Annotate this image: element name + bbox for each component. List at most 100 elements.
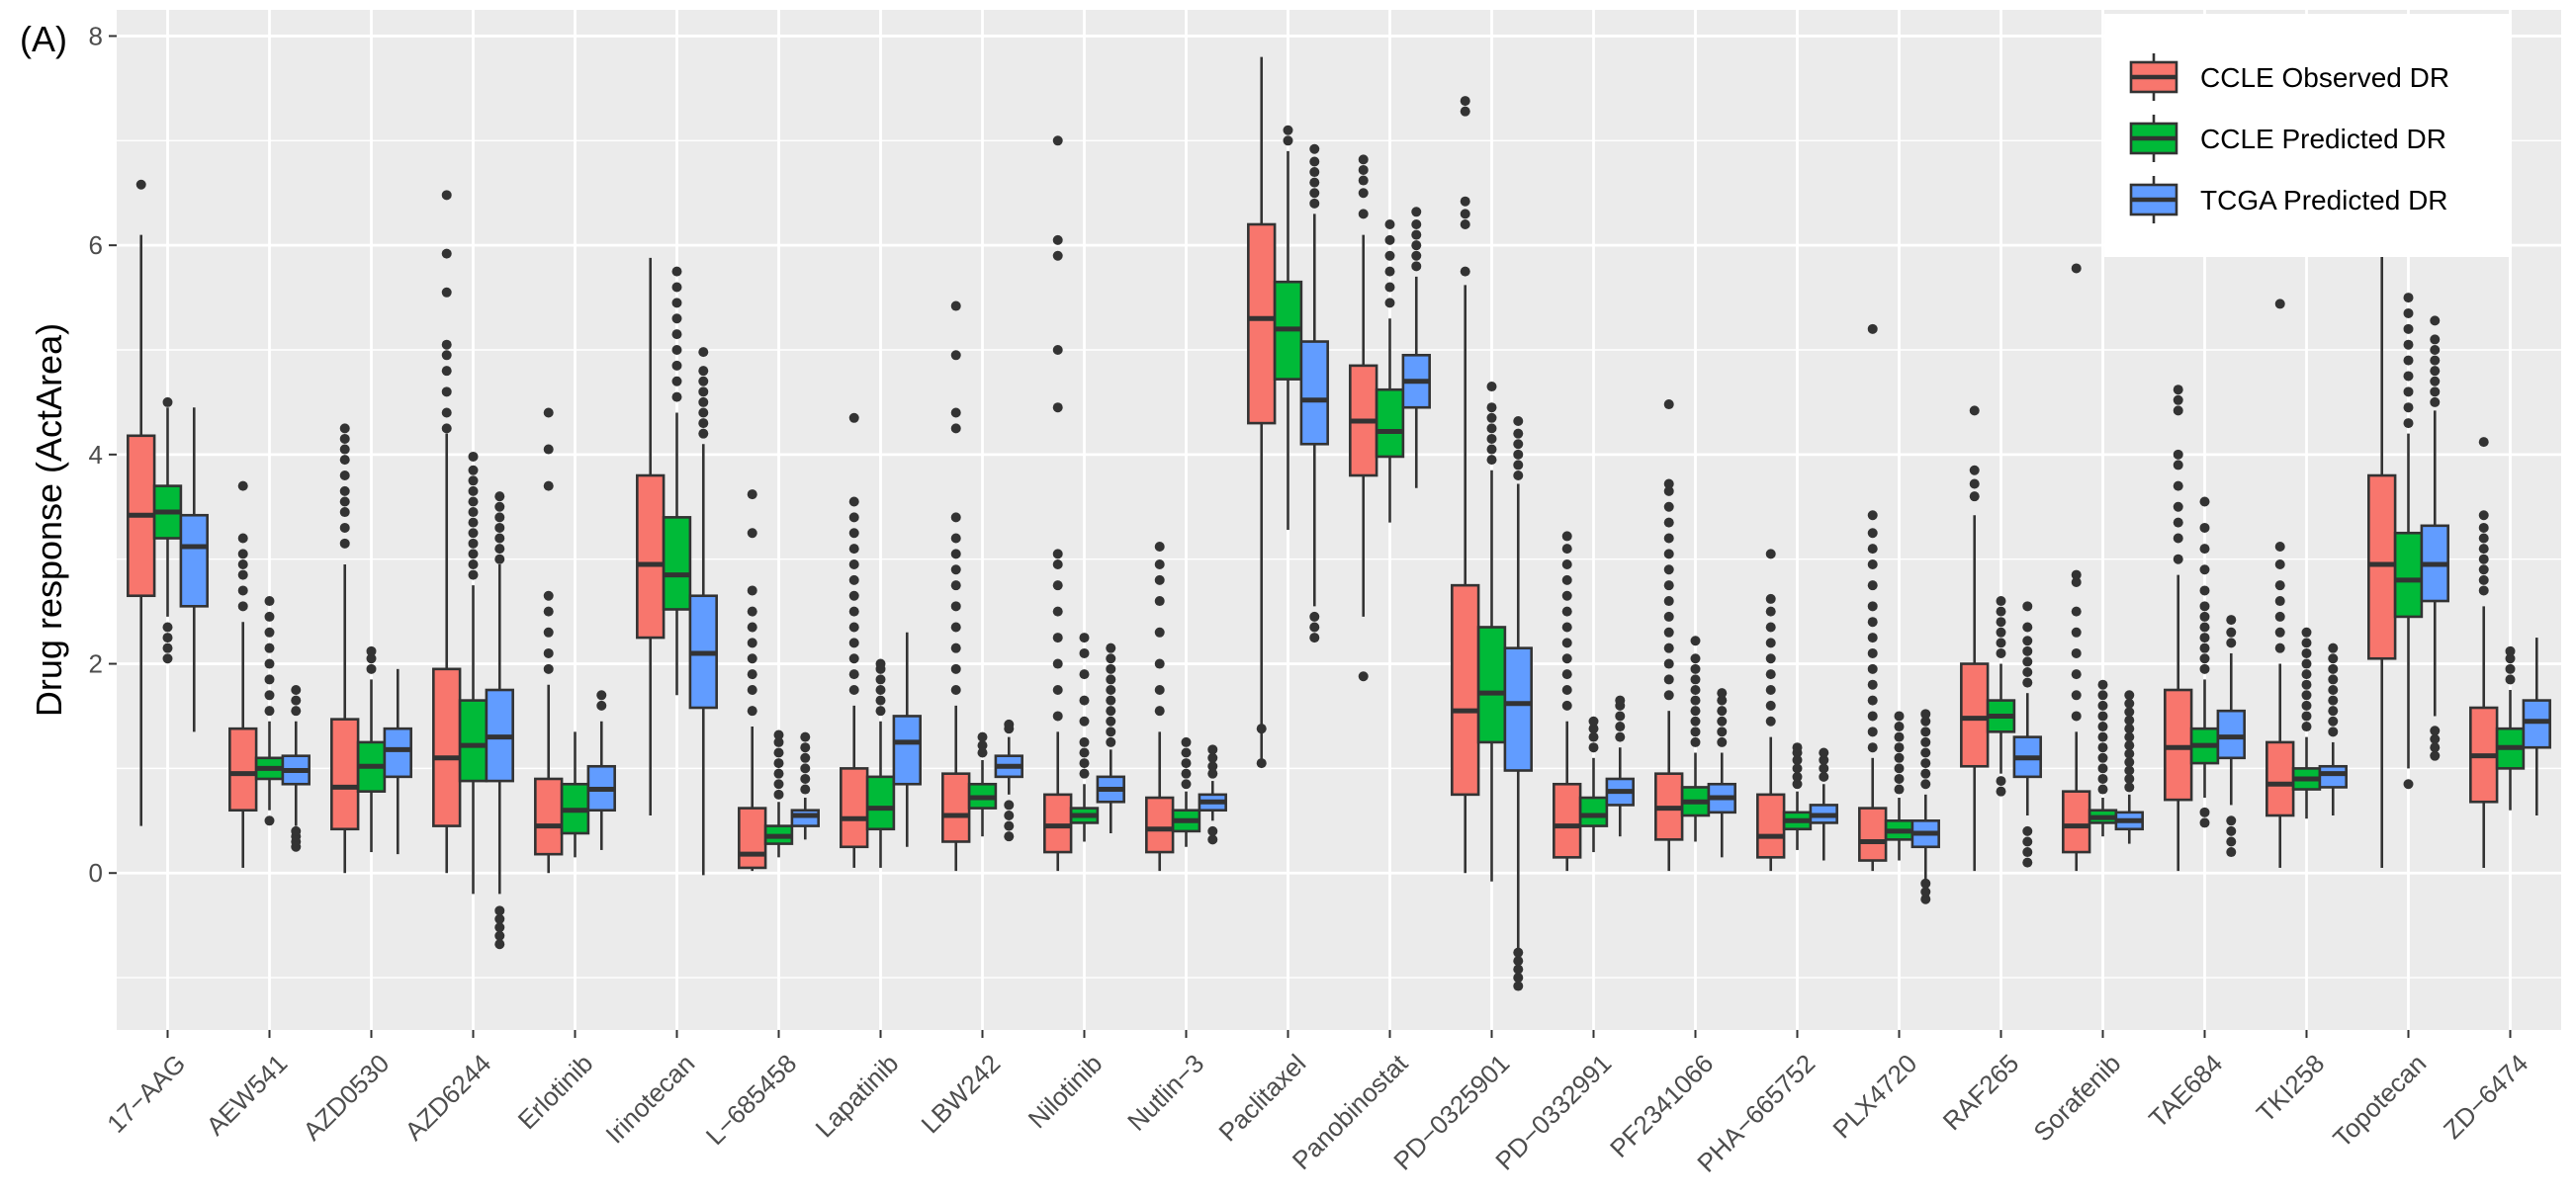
outlier-point [1309,156,1320,167]
outlier-point [747,489,757,500]
box-iqr [2367,473,2397,660]
outlier-point [1486,423,1497,434]
outlier-point [2403,307,2414,318]
outlier-point [1996,776,2006,787]
outlier-point [237,569,248,580]
outlier-point [1765,622,1776,633]
outlier-point [1717,727,1728,737]
outlier-point [366,653,377,664]
outlier-point [1052,558,1063,569]
outlier-point [1996,596,2006,607]
y-tick-label: 6 [89,230,103,260]
outlier-point [494,554,505,564]
outlier-point [1283,125,1293,135]
box [1553,531,1582,872]
outlier-point [2505,645,2516,656]
outlier-point [2097,711,2108,722]
outlier-point [2071,711,2082,722]
legend-label: TCGA Predicted DR [2200,185,2448,215]
outlier-point [2071,569,2082,580]
box-iqr [2522,699,2551,749]
outlier-point [1154,658,1165,669]
outlier-point [1920,878,1931,889]
outlier-point [875,695,886,706]
outlier-point [2124,690,2135,701]
outlier-point [1561,574,1572,585]
box [1707,688,1736,858]
outlier-point [773,779,784,790]
outlier-point [264,658,275,669]
outlier-point [2328,695,2339,706]
outlier-point [875,706,886,717]
outlier-point [950,685,961,695]
outlier-point [1079,669,1090,680]
outlier-point [1867,580,1878,591]
outlier-point [1309,633,1320,643]
box-iqr [738,807,767,870]
outlier-point [2097,731,2108,742]
outlier-point [339,444,350,455]
outlier-point [264,596,275,607]
outlier-point [1384,250,1395,261]
outlier-point [2403,402,2414,413]
outlier-point [2274,299,2285,309]
outlier-point [237,601,248,612]
box [1476,382,1507,882]
box [1375,218,1405,523]
outlier-point [1615,711,1626,722]
outlier-point [773,789,784,800]
outlier-point [2274,611,2285,622]
box [152,396,183,664]
box [1198,744,1227,845]
outlier-point [2478,533,2489,544]
outlier-point [2124,715,2135,726]
outlier-point [2022,601,2033,612]
outlier-point [2097,700,2108,711]
outlier-point [2430,386,2441,397]
outlier-point [2430,315,2441,326]
outlier-point [1181,747,1192,758]
box-iqr [432,667,462,827]
outlier-point [1004,820,1015,831]
outlier-point [1384,282,1395,293]
outlier-point [1765,700,1776,711]
outlier-point [2430,355,2441,366]
outlier-point [2226,825,2237,836]
outlier-point [671,313,682,324]
box-iqr [179,513,209,608]
outlier-point [1052,234,1063,245]
box [1605,695,1635,837]
box [534,407,564,874]
outlier-point [1663,658,1674,669]
outlier-point [1894,784,1905,795]
outlier-point [2199,585,2210,596]
outlier-point [800,784,811,795]
box [1401,207,1431,488]
outlier-point [2226,815,2237,826]
outlier-point [441,350,452,361]
box [1349,154,1378,682]
outlier-point [1867,711,1878,722]
box [1171,736,1201,847]
outlier-point [291,706,302,717]
box [2318,642,2348,816]
outlier-point [1052,345,1063,355]
outlier-point [1052,711,1063,722]
outlier-point [494,544,505,555]
outlier-point [1154,627,1165,638]
box-iqr [534,777,564,856]
outlier-point [468,475,479,486]
outlier-point [2301,627,2312,638]
y-tick-label: 2 [89,649,103,679]
outlier-point [1513,415,1524,426]
outlier-point [1384,218,1395,229]
outlier-point [2173,405,2183,416]
outlier-point [1309,177,1320,188]
outlier-point [747,653,757,664]
outlier-point [2173,394,2183,405]
box [1960,405,1990,872]
legend-key [2129,115,2178,162]
box [2189,496,2220,828]
outlier-point [1920,887,1931,898]
outlier-point [698,386,709,397]
